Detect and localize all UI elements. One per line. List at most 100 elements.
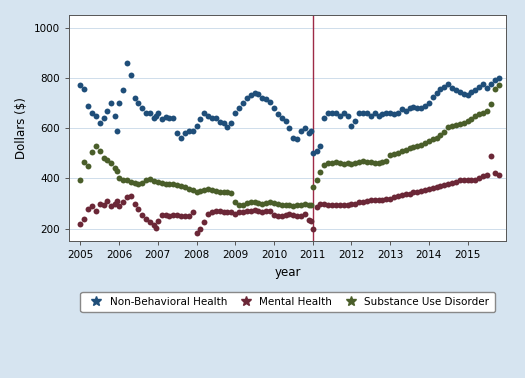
- Point: [84, 206, 92, 212]
- Point: [188, 187, 197, 193]
- Point: [428, 136, 437, 142]
- Point: [297, 128, 305, 134]
- Point: [436, 183, 445, 189]
- Point: [262, 208, 270, 214]
- Point: [464, 93, 472, 99]
- Point: [107, 100, 116, 106]
- Point: [107, 160, 116, 166]
- Point: [409, 104, 417, 110]
- Point: [483, 108, 491, 114]
- Point: [76, 221, 85, 227]
- Point: [185, 186, 193, 192]
- Point: [444, 124, 453, 130]
- Point: [235, 209, 243, 215]
- Point: [479, 110, 487, 116]
- Point: [247, 208, 255, 214]
- Point: [309, 150, 317, 156]
- Point: [88, 203, 96, 209]
- Point: [417, 188, 425, 194]
- Point: [243, 95, 251, 101]
- Point: [359, 199, 368, 205]
- Point: [343, 160, 352, 166]
- Point: [371, 110, 379, 116]
- Point: [146, 110, 154, 116]
- Point: [307, 128, 315, 134]
- Point: [440, 129, 448, 135]
- Point: [483, 172, 491, 178]
- Point: [490, 77, 499, 84]
- Point: [363, 110, 371, 116]
- Point: [115, 203, 123, 209]
- Point: [113, 168, 121, 174]
- Point: [316, 169, 324, 175]
- Point: [84, 163, 92, 169]
- Point: [386, 195, 394, 201]
- Point: [456, 121, 464, 127]
- Point: [127, 72, 135, 78]
- Point: [154, 179, 162, 185]
- Point: [343, 113, 352, 119]
- Point: [216, 189, 224, 195]
- Point: [212, 188, 220, 194]
- Point: [340, 161, 348, 167]
- Point: [397, 148, 406, 154]
- Point: [130, 95, 139, 101]
- Point: [173, 212, 181, 218]
- Point: [281, 212, 290, 218]
- Point: [397, 106, 406, 112]
- Point: [134, 180, 143, 186]
- Point: [374, 113, 383, 119]
- Point: [219, 209, 228, 215]
- Point: [475, 175, 484, 181]
- Point: [96, 201, 104, 207]
- Point: [382, 195, 391, 201]
- Point: [250, 90, 259, 96]
- Point: [243, 200, 251, 206]
- Point: [200, 187, 208, 193]
- Point: [316, 143, 324, 149]
- Point: [158, 116, 166, 122]
- Point: [471, 177, 479, 183]
- Point: [289, 135, 298, 141]
- Point: [409, 189, 417, 195]
- Point: [374, 160, 383, 166]
- Point: [161, 212, 170, 218]
- Point: [161, 181, 170, 187]
- Point: [146, 220, 154, 226]
- Point: [347, 122, 355, 129]
- Point: [96, 148, 104, 154]
- Point: [495, 82, 503, 88]
- Point: [169, 180, 177, 186]
- Point: [274, 201, 282, 207]
- Point: [142, 110, 150, 116]
- Point: [158, 212, 166, 218]
- Point: [433, 184, 441, 190]
- Point: [394, 193, 402, 199]
- Point: [355, 199, 363, 205]
- Point: [471, 87, 479, 93]
- Point: [351, 118, 360, 124]
- Point: [223, 124, 232, 130]
- Point: [204, 113, 212, 119]
- Point: [96, 120, 104, 126]
- Point: [258, 95, 267, 101]
- Point: [235, 202, 243, 208]
- Point: [293, 213, 301, 219]
- Point: [80, 216, 88, 222]
- Point: [92, 208, 100, 214]
- Point: [103, 108, 112, 114]
- Point: [452, 122, 460, 128]
- Point: [231, 211, 239, 217]
- Point: [371, 197, 379, 203]
- Point: [495, 172, 503, 178]
- Point: [304, 217, 313, 223]
- Point: [390, 112, 398, 118]
- Point: [459, 91, 468, 97]
- Point: [169, 212, 177, 218]
- Point: [196, 116, 205, 122]
- Point: [359, 158, 368, 164]
- Point: [239, 202, 247, 208]
- Point: [192, 122, 201, 129]
- Point: [262, 96, 270, 102]
- Point: [444, 81, 453, 87]
